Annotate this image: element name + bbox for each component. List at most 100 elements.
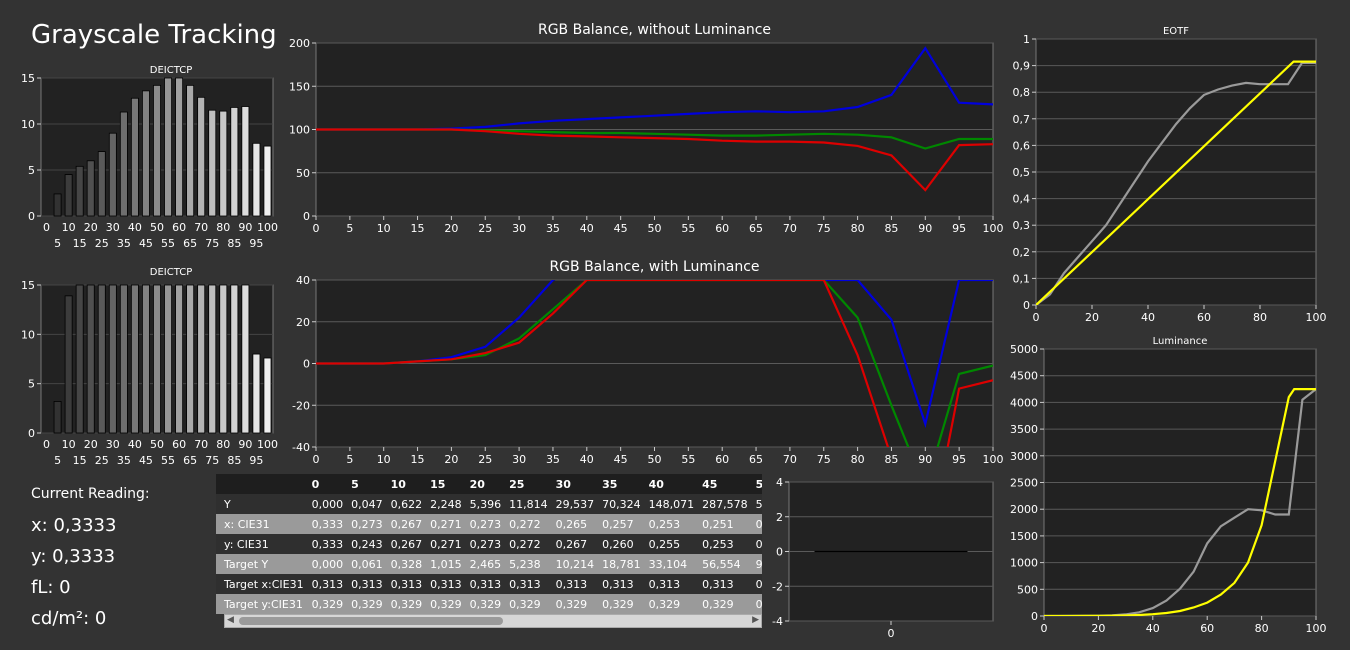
scroll-left-arrow-icon[interactable]: ◀ — [227, 615, 234, 625]
deictcp1-xtick-label: 40 — [128, 221, 142, 234]
deictcp2-xtick-label: 10 — [62, 438, 76, 451]
rgb2-xtick-label: 5 — [346, 453, 353, 466]
deictcp1-ytick-label: 15 — [21, 72, 35, 85]
deictcp2-xtick-label: 20 — [84, 438, 98, 451]
table-cell: 11,814 — [505, 494, 552, 514]
rgb1-xtick-label: 50 — [648, 222, 662, 235]
deictcp2-xtick-label: 90 — [238, 438, 252, 451]
luminance-xtick-label: 80 — [1255, 622, 1269, 635]
deictcp1-xtick-label: 70 — [194, 221, 208, 234]
table-row[interactable]: Target Y 0,000 0,061 0,328 1,015 2,465 5,238 10… — [216, 554, 762, 574]
rgb2-ytick-label: 40 — [296, 274, 310, 287]
eotf-ytick-label: 0,7 — [1013, 113, 1031, 126]
eotf-ytick-label: 0,8 — [1013, 86, 1031, 99]
column-header[interactable]: 45 — [698, 474, 752, 494]
column-header[interactable]: 25 — [505, 474, 552, 494]
table-cell: 0,267 — [386, 534, 427, 554]
deictcp1-bar — [153, 84, 161, 217]
eotf-xtick-label: 40 — [1141, 311, 1155, 324]
table-row[interactable]: y: CIE31 0,333 0,243 0,267 0,271 0,273 0,272 0,… — [216, 534, 762, 554]
deictcp1-xtick-label: 5 — [54, 237, 61, 250]
rgb2-xtick-label: 80 — [851, 453, 865, 466]
rgb1-xtick-label: 90 — [918, 222, 932, 235]
deictcp2-xtick-label: 25 — [95, 454, 109, 467]
column-header[interactable]: 30 — [551, 474, 599, 494]
table-cell: 0,260 — [598, 534, 645, 554]
deictcp1-xtick-label: 50 — [150, 221, 164, 234]
column-header[interactable]: 5 — [347, 474, 387, 494]
table-cell: 0,267 — [551, 534, 599, 554]
luminance-ytick-label: 1500 — [1010, 530, 1038, 543]
table-row[interactable]: Target y:CIE31 0,329 0,329 0,329 0,329 0,329 0… — [216, 594, 762, 614]
column-header[interactable]: 10 — [386, 474, 427, 494]
rgb2-xtick-label: 35 — [546, 453, 560, 466]
deictcp1-bar — [53, 193, 62, 217]
column-header[interactable]: 15 — [426, 474, 466, 494]
deictcp1-xtick-label: 35 — [117, 237, 131, 250]
table-cell: 0,329 — [598, 594, 645, 614]
small-ytick-label: 2 — [776, 511, 783, 524]
rgb2-xtick-label: 25 — [478, 453, 492, 466]
deictcp1-xtick-label: 10 — [62, 221, 76, 234]
table-cell: 0,000 — [307, 554, 348, 574]
row-label: Target y:CIE31 — [216, 594, 308, 614]
column-header[interactable]: 0 — [307, 474, 348, 494]
table-cell: 0,047 — [347, 494, 387, 514]
luminance-xtick-label: 0 — [1041, 622, 1048, 635]
deictcp2-xtick-label: 0 — [43, 438, 50, 451]
deictcp2-bar — [186, 284, 195, 434]
deictcp2-xtick-label: 75 — [205, 454, 219, 467]
table-horizontal-scrollbar[interactable]: ◀ ▶ — [224, 614, 762, 628]
deictcp2-bar — [53, 401, 62, 434]
deictcp1-ytick-label: 10 — [21, 118, 35, 131]
table-row[interactable]: Target x:CIE31 0,313 0,313 0,313 0,313 0,313 0… — [216, 574, 762, 594]
deictcp2-bar — [230, 284, 239, 434]
deictcp2-ytick-label: 15 — [21, 279, 35, 292]
table-row[interactable]: Y 0,000 0,047 0,622 2,248 5,396 11,814 29,537 70… — [216, 494, 762, 514]
column-header[interactable]: 20 — [465, 474, 506, 494]
eotf-title: EOTF — [1163, 26, 1189, 37]
deictcp1-xtick-label: 20 — [84, 221, 98, 234]
luminance-xtick-label: 40 — [1146, 622, 1160, 635]
column-header[interactable]: 40 — [644, 474, 699, 494]
rgb1-xtick-label: 75 — [817, 222, 831, 235]
table-cell: 29,537 — [551, 494, 599, 514]
deictcp2-xtick-label: 80 — [216, 438, 230, 451]
table-cell: 0,313 — [551, 574, 599, 594]
small-ytick-label: 4 — [776, 476, 783, 489]
deictcp1-xtick-label: 15 — [73, 237, 87, 250]
rgb1-xtick-label: 85 — [884, 222, 898, 235]
table-cell: 18,781 — [598, 554, 645, 574]
table-row[interactable]: x: CIE31 0,333 0,273 0,267 0,271 0,273 0,272 0,… — [216, 514, 762, 534]
column-header[interactable]: 35 — [598, 474, 645, 494]
table-cell: 0,313 — [644, 574, 699, 594]
deictcp2-bar — [153, 284, 161, 434]
rgb1-xtick-label: 20 — [444, 222, 458, 235]
rgb2-ytick-label: 0 — [303, 358, 310, 371]
table-cell: 0,265 — [551, 514, 599, 534]
table-cell: 0,271 — [426, 534, 466, 554]
table-cell: 0,329 — [698, 594, 752, 614]
rgb1-ytick-label: 150 — [289, 80, 310, 93]
table-cell: 0,313 — [307, 574, 348, 594]
luminance-xtick-label: 100 — [1306, 622, 1327, 635]
reading-fl: fL: 0 — [31, 577, 71, 598]
scroll-thumb[interactable] — [239, 617, 503, 625]
table-cell: 0,313 — [386, 574, 427, 594]
deictcp1-xtick-label: 60 — [172, 221, 186, 234]
table-cell: 0,255 — [644, 534, 699, 554]
deictcp2-ytick-label: 10 — [21, 328, 35, 341]
deictcp1-bar — [108, 132, 117, 217]
rgb2-xtick-label: 10 — [377, 453, 391, 466]
table-cell: 0,329 — [307, 594, 348, 614]
table-cell: 0,333 — [307, 514, 348, 534]
eotf-xtick-label: 100 — [1306, 311, 1327, 324]
table-cell: 0,329 — [505, 594, 552, 614]
column-header[interactable]: 50 — [751, 474, 762, 494]
deictcp2-bar — [219, 284, 228, 434]
eotf-xtick-label: 20 — [1085, 311, 1099, 324]
scroll-right-arrow-icon[interactable]: ▶ — [752, 615, 759, 625]
rgb2-xtick-label: 55 — [681, 453, 695, 466]
measurement-table[interactable]: 05101520253035404550Y0,0000,0470,6222,24… — [216, 474, 762, 629]
table-cell: 0,313 — [465, 574, 506, 594]
